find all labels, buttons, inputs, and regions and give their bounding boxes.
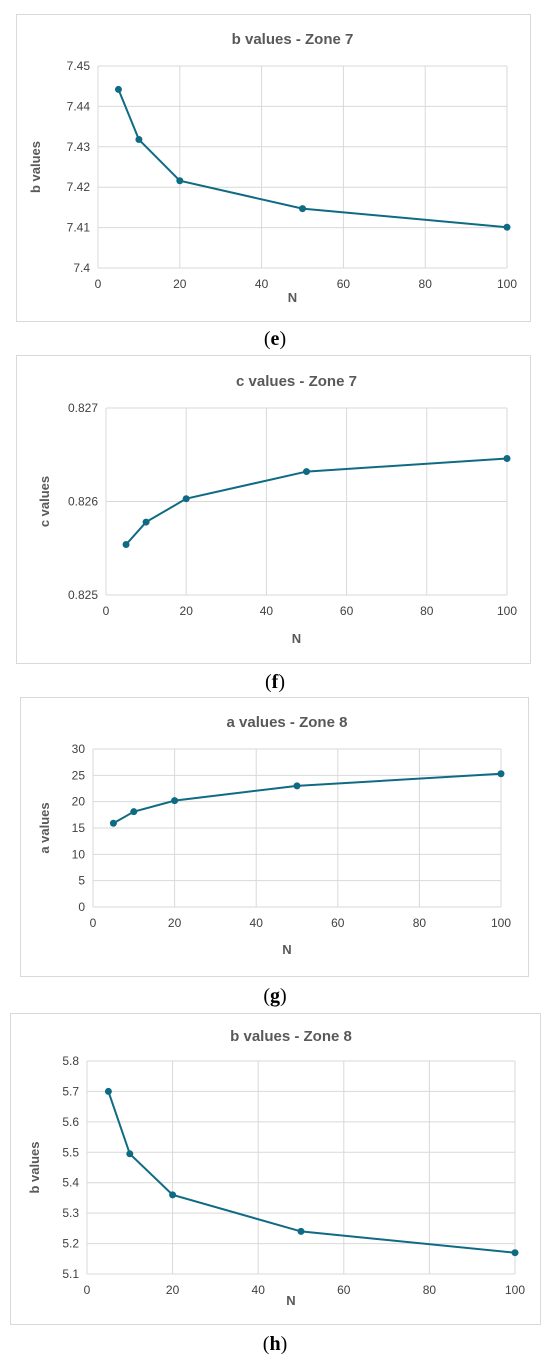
x-tick-label: 40 <box>250 916 264 930</box>
data-point <box>104 1087 112 1095</box>
y-tick-label: 0.827 <box>68 401 98 415</box>
x-tick-label: 40 <box>255 277 269 291</box>
y-tick-label: 15 <box>72 821 86 835</box>
y-tick-label: 7.43 <box>67 140 91 154</box>
y-axis-label: b values <box>27 1141 42 1193</box>
data-point <box>109 819 117 827</box>
x-tick-label: 80 <box>413 916 427 930</box>
data-point <box>503 223 511 231</box>
y-tick-label: 0.825 <box>68 588 98 602</box>
data-point <box>126 1150 134 1158</box>
y-tick-label: 7.4 <box>73 261 90 275</box>
chart-panel-e: 7.4 7.41 7.42 7.43 7.44 7.45 0 20 40 60 80 100 b val… <box>16 14 531 322</box>
chart-panel-f: 0.825 0.826 0.827 0 20 40 60 80 100 c values - Zo… <box>16 355 531 664</box>
y-tick-label: 30 <box>72 742 86 756</box>
chart-svg: 0.825 0.826 0.827 0 20 40 60 80 100 c values - Zo… <box>37 373 517 646</box>
x-tick-label: 100 <box>491 916 511 930</box>
y-tick-label: 5.7 <box>62 1084 79 1098</box>
y-axis-label: b values <box>28 141 43 193</box>
x-tick-label: 60 <box>331 916 345 930</box>
x-tick-label: 100 <box>497 277 517 291</box>
chart-svg: 7.4 7.41 7.42 7.43 7.44 7.45 0 20 40 60 80 100 b val… <box>28 31 517 305</box>
y-tick-label: 5.8 <box>62 1054 79 1068</box>
y-axis-label: c values <box>37 476 52 527</box>
caption-h: (h) <box>262 1333 288 1355</box>
y-tick-label: 5.2 <box>62 1237 79 1251</box>
x-tick-label: 0 <box>103 604 110 618</box>
data-point <box>511 1249 519 1257</box>
y-tick-label: 5.3 <box>62 1206 79 1220</box>
caption-f: (f) <box>264 671 285 693</box>
chart-title: c values - Zone 7 <box>236 373 357 390</box>
y-tick-label: 5.5 <box>62 1145 79 1159</box>
y-tick-label: 5.6 <box>62 1115 79 1129</box>
data-point <box>135 136 143 144</box>
y-tick-label: 20 <box>72 795 86 809</box>
series-line <box>107 1091 516 1254</box>
x-tick-label: 60 <box>337 1283 351 1297</box>
data-point <box>142 518 150 526</box>
x-tick-label: 100 <box>497 604 517 618</box>
chart-svg: 5.1 5.2 5.3 5.4 5.5 5.6 5.7 5.8 0 20 40 60 80 100 b va… <box>27 1028 525 1308</box>
x-tick-label: 60 <box>337 277 351 291</box>
x-tick-label: 80 <box>420 604 434 618</box>
x-tick-label: 40 <box>260 604 274 618</box>
x-tick-label: 0 <box>95 277 102 291</box>
x-tick-label: 20 <box>180 604 194 618</box>
chart-title: a values - Zone 8 <box>227 714 348 731</box>
data-point <box>299 205 306 213</box>
chart-panel-h: 5.1 5.2 5.3 5.4 5.5 5.6 5.7 5.8 0 20 40 60 80 100 b va… <box>10 1013 541 1325</box>
caption-e: (e) <box>263 328 287 350</box>
data-point <box>182 495 190 503</box>
y-tick-label: 0.826 <box>68 495 98 509</box>
data-point <box>130 808 138 816</box>
series-line <box>112 772 502 825</box>
x-tick-label: 0 <box>84 1283 91 1297</box>
data-point <box>503 454 511 462</box>
x-tick-label: 60 <box>340 604 354 618</box>
data-point <box>176 177 184 185</box>
y-tick-label: 7.41 <box>67 221 91 235</box>
caption-g: (g) <box>263 985 287 1007</box>
x-axis-label: N <box>292 631 301 646</box>
data-point <box>303 468 310 476</box>
x-tick-label: 0 <box>90 916 97 930</box>
y-tick-label: 7.42 <box>67 180 91 194</box>
x-tick-label: 20 <box>168 916 182 930</box>
data-point <box>497 770 505 778</box>
x-tick-label: 100 <box>505 1283 525 1297</box>
y-tick-label: 7.45 <box>67 59 91 73</box>
data-point <box>293 782 301 790</box>
y-tick-label: 5.4 <box>62 1176 79 1190</box>
data-point <box>297 1227 305 1235</box>
chart-title: b values - Zone 7 <box>232 31 354 48</box>
x-tick-label: 20 <box>173 277 187 291</box>
y-axis-label: a values <box>37 802 52 853</box>
chart-title: b values - Zone 8 <box>230 1028 352 1045</box>
x-tick-label: 40 <box>252 1283 266 1297</box>
y-tick-label: 7.44 <box>67 99 91 113</box>
x-tick-label: 80 <box>419 277 433 291</box>
data-point <box>171 797 179 805</box>
series-line <box>117 89 508 229</box>
y-tick-label: 5 <box>78 874 85 888</box>
y-tick-label: 5.1 <box>62 1267 79 1281</box>
x-axis-label: N <box>288 290 297 305</box>
x-axis-label: N <box>282 942 291 957</box>
chart-panel-g: 0 5 10 15 20 25 30 0 20 40 60 80 100 a values - Zone … <box>20 697 529 977</box>
data-point <box>169 1191 177 1199</box>
y-tick-label: 0 <box>78 900 85 914</box>
y-tick-label: 25 <box>72 768 86 782</box>
data-point <box>114 85 122 93</box>
y-tick-label: 10 <box>72 847 86 861</box>
x-tick-label: 80 <box>423 1283 437 1297</box>
data-point <box>122 541 130 549</box>
x-tick-label: 20 <box>166 1283 180 1297</box>
chart-svg: 0 5 10 15 20 25 30 0 20 40 60 80 100 a values - Zone … <box>37 714 511 957</box>
x-axis-label: N <box>286 1293 295 1308</box>
